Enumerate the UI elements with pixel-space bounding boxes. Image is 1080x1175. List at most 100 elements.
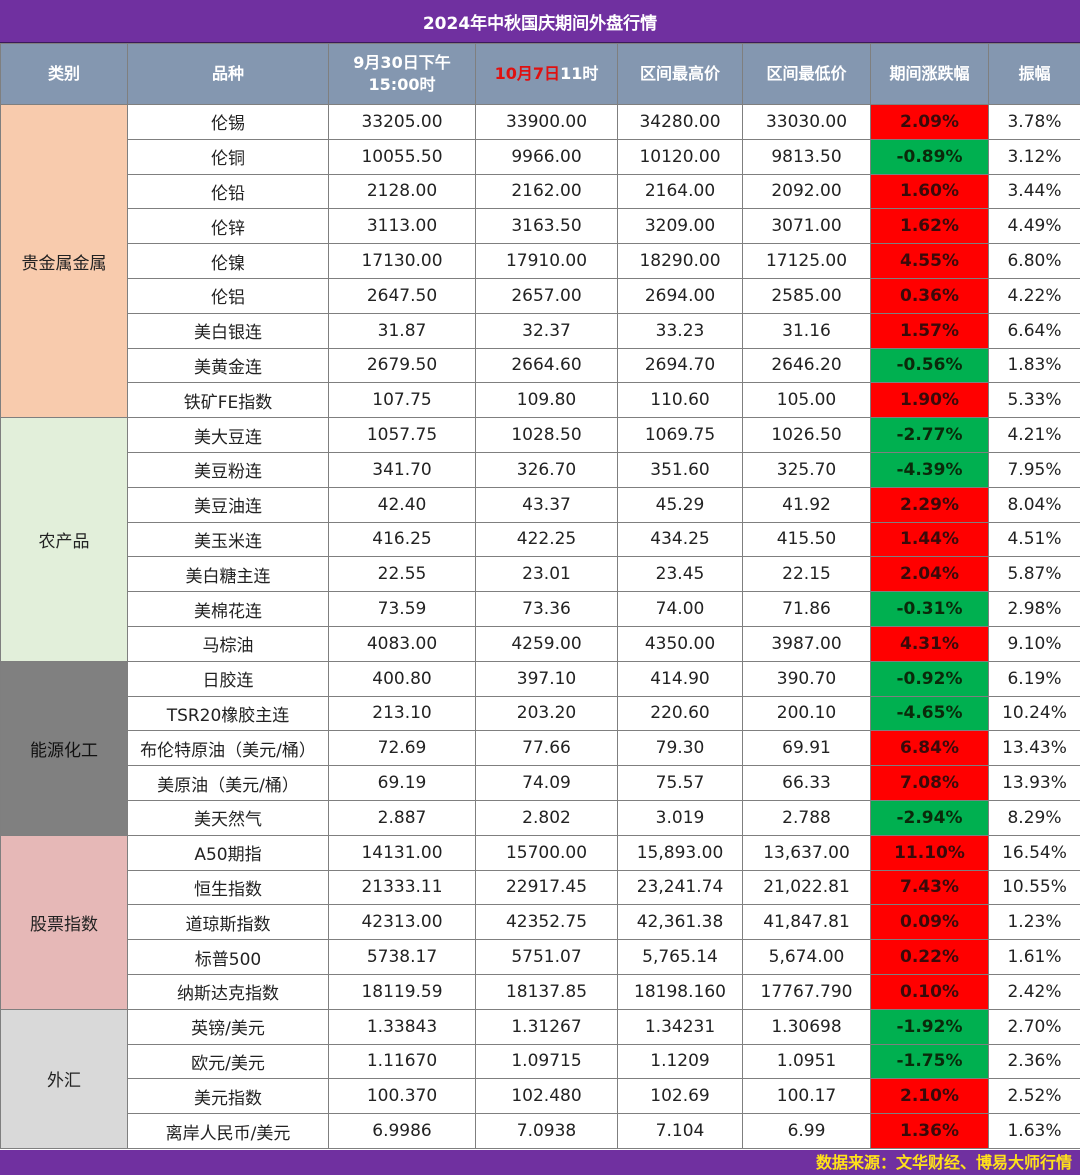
product-cell: 铁矿FE指数	[127, 382, 329, 419]
change-cell: -0.56%	[870, 347, 989, 384]
table-row: 美玉米连 416.25 422.25 434.25 415.50 1.44% 4.51%	[1, 521, 1080, 558]
high-cell: 45.29	[617, 486, 743, 523]
change-cell: 1.90%	[870, 382, 989, 419]
low-cell: 2646.20	[742, 347, 871, 384]
table-row: 伦锌 3113.00 3163.50 3209.00 3071.00 1.62% 4.49%	[1, 208, 1080, 245]
amplitude-cell: 10.55%	[988, 869, 1080, 906]
table-row: TSR20橡胶主连 213.10 203.20 220.60 200.10 -4.65% 1…	[1, 695, 1080, 732]
start-price-cell: 4083.00	[328, 625, 476, 662]
table-row: 美豆油连 42.40 43.37 45.29 41.92 2.29% 8.04%	[1, 486, 1080, 523]
table-row: 外汇 英镑/美元 1.33843 1.31267 1.34231 1.30698 -1.92…	[0, 1008, 1080, 1149]
end-price-cell: 4259.00	[475, 625, 618, 662]
high-cell: 434.25	[617, 521, 743, 558]
end-price-cell: 15700.00	[475, 834, 618, 871]
high-cell: 7.104	[617, 1113, 743, 1149]
amplitude-cell: 1.23%	[988, 904, 1080, 941]
high-cell: 34280.00	[617, 104, 743, 140]
amplitude-cell: 5.33%	[988, 382, 1080, 419]
end-price-cell: 32.37	[475, 312, 618, 349]
start-price-cell: 6.9986	[328, 1113, 476, 1149]
product-cell: 伦锡	[127, 104, 329, 140]
amplitude-cell: 13.93%	[988, 765, 1080, 801]
start-price-cell: 1.33843	[328, 1008, 476, 1045]
product-cell: 美玉米连	[127, 521, 329, 558]
table-row: 伦镍 17130.00 17910.00 18290.00 17125.00 4.55% 6…	[1, 243, 1080, 279]
amplitude-cell: 3.12%	[988, 138, 1080, 175]
change-cell: -2.77%	[870, 417, 989, 453]
amplitude-cell: 7.95%	[988, 451, 1080, 488]
low-cell: 2092.00	[742, 173, 871, 210]
category-cell: 农产品	[0, 417, 128, 662]
table-row: 贵金属金属 伦锡 33205.00 33900.00 34280.00 33030.00 2…	[0, 103, 1080, 419]
high-cell: 10120.00	[617, 138, 743, 175]
high-cell: 18198.160	[617, 973, 743, 1010]
start-price-cell: 42.40	[328, 486, 476, 523]
end-price-cell: 203.20	[475, 695, 618, 732]
low-cell: 5,674.00	[742, 939, 871, 975]
start-price-cell: 5738.17	[328, 939, 476, 975]
start-price-cell: 14131.00	[328, 834, 476, 871]
product-cell: 布伦特原油（美元/桶）	[127, 730, 329, 767]
table-header: 类别 品种 9月30日下午 15:00时 10月7日11时 区间最高价 区间最低价…	[0, 43, 1080, 105]
product-cell: 欧元/美元	[127, 1043, 329, 1080]
high-cell: 18290.00	[617, 243, 743, 279]
low-cell: 3987.00	[742, 625, 871, 662]
table-row: 农产品 美大豆连 1057.75 1028.50 1069.75 1026.50 -2.77…	[0, 417, 1080, 662]
end-price-cell: 2664.60	[475, 347, 618, 384]
category-cell: 贵金属金属	[0, 103, 128, 419]
product-cell: 美豆粉连	[127, 451, 329, 488]
end-price-cell: 7.0938	[475, 1113, 618, 1149]
low-cell: 390.70	[742, 660, 871, 697]
low-cell: 1.30698	[742, 1008, 871, 1045]
end-price-cell: 42352.75	[475, 904, 618, 941]
product-cell: 伦铜	[127, 138, 329, 175]
end-price-cell: 77.66	[475, 730, 618, 767]
table-row: 美白银连 31.87 32.37 33.23 31.16 1.57% 6.64%	[1, 312, 1080, 349]
low-cell: 6.99	[742, 1113, 871, 1149]
product-cell: 伦锌	[127, 208, 329, 245]
table-row: 伦铜 10055.50 9966.00 10120.00 9813.50 -0.89% 3.…	[1, 138, 1080, 175]
change-cell: 6.84%	[870, 730, 989, 767]
start-price-cell: 107.75	[328, 382, 476, 419]
change-cell: 0.36%	[870, 277, 989, 314]
change-cell: -1.92%	[870, 1008, 989, 1045]
change-cell: 4.31%	[870, 625, 989, 662]
amplitude-cell: 2.52%	[988, 1078, 1080, 1115]
change-cell: -0.92%	[870, 660, 989, 697]
product-cell: 美天然气	[127, 799, 329, 836]
product-cell: 马棕油	[127, 625, 329, 662]
high-cell: 102.69	[617, 1078, 743, 1115]
table-row: 美天然气 2.887 2.802 3.019 2.788 -2.94% 8.29%	[1, 799, 1080, 836]
change-cell: -0.31%	[870, 591, 989, 627]
low-cell: 1.0951	[742, 1043, 871, 1080]
change-cell: 2.10%	[870, 1078, 989, 1115]
table-row: 离岸人民币/美元 6.9986 7.0938 7.104 6.99 1.36% 1.63%	[1, 1113, 1080, 1149]
start-price-cell: 18119.59	[328, 973, 476, 1010]
low-cell: 2.788	[742, 799, 871, 836]
market-table: 类别 品种 9月30日下午 15:00时 10月7日11时 区间最高价 区间最低价…	[0, 43, 1080, 1149]
product-cell: 恒生指数	[127, 869, 329, 906]
end-price-cell: 1.31267	[475, 1008, 618, 1045]
amplitude-cell: 6.80%	[988, 243, 1080, 279]
product-cell: A50期指	[127, 834, 329, 871]
end-price-cell: 33900.00	[475, 104, 618, 140]
low-cell: 325.70	[742, 451, 871, 488]
table-row: 美元指数 100.370 102.480 102.69 100.17 2.10% 2.52%	[1, 1078, 1080, 1115]
start-price-cell: 100.370	[328, 1078, 476, 1115]
amplitude-cell: 9.10%	[988, 625, 1080, 662]
low-cell: 21,022.81	[742, 869, 871, 906]
start-price-cell: 33205.00	[328, 104, 476, 140]
amplitude-cell: 1.61%	[988, 939, 1080, 975]
product-cell: 美白银连	[127, 312, 329, 349]
end-price-cell: 2162.00	[475, 173, 618, 210]
low-cell: 41.92	[742, 486, 871, 523]
end-price-cell: 102.480	[475, 1078, 618, 1115]
low-cell: 415.50	[742, 521, 871, 558]
amplitude-cell: 8.04%	[988, 486, 1080, 523]
high-cell: 1.1209	[617, 1043, 743, 1080]
end-price-cell: 5751.07	[475, 939, 618, 975]
header-end-date: 10月7日	[494, 64, 561, 83]
category-cell: 外汇	[0, 1008, 128, 1149]
table-title: 2024年中秋国庆期间外盘行情	[0, 0, 1080, 43]
start-price-cell: 22.55	[328, 556, 476, 593]
